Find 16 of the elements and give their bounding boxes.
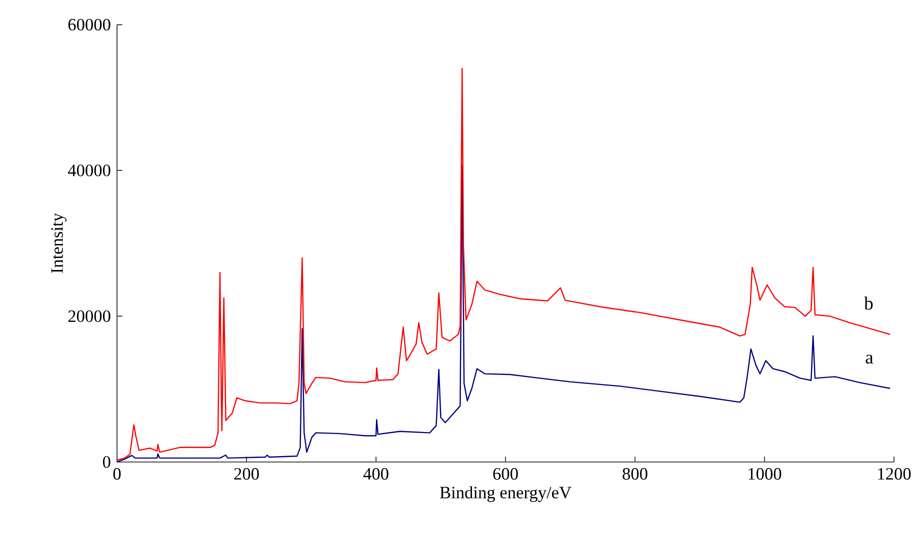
- x-tick-label: 1200: [878, 468, 911, 480]
- series-label: a: [866, 354, 874, 364]
- series-label: b: [864, 296, 873, 310]
- y-tick-label: 0: [102, 456, 110, 468]
- x-tick-label: 800: [622, 468, 648, 480]
- y-tick-label: 60000: [68, 18, 110, 31]
- x-tick-label: 600: [493, 468, 518, 480]
- x-axis-title: Binding energy/eV: [440, 486, 572, 502]
- x-tick-label: 200: [234, 468, 259, 480]
- line-series: [116, 68, 891, 461]
- y-axis-title: Intensity: [51, 213, 66, 274]
- x-tick-label: 400: [363, 468, 388, 480]
- x-tick-label: 1000: [748, 468, 782, 480]
- y-tick-label: 40000: [68, 164, 110, 176]
- x-tick-label: 0: [113, 468, 121, 480]
- y-tick-label: 20000: [68, 310, 110, 322]
